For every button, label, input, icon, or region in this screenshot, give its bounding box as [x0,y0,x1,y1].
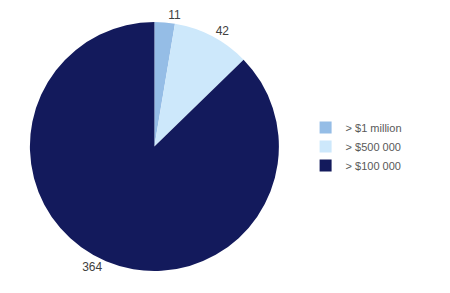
svg-text:> $1 million: > $1 million [346,122,402,134]
svg-text:42: 42 [216,24,230,38]
svg-text:> $100 000: > $100 000 [346,160,401,172]
svg-text:364: 364 [82,260,102,274]
svg-text:11: 11 [168,8,181,22]
svg-text:> $500 000: > $500 000 [346,141,401,153]
